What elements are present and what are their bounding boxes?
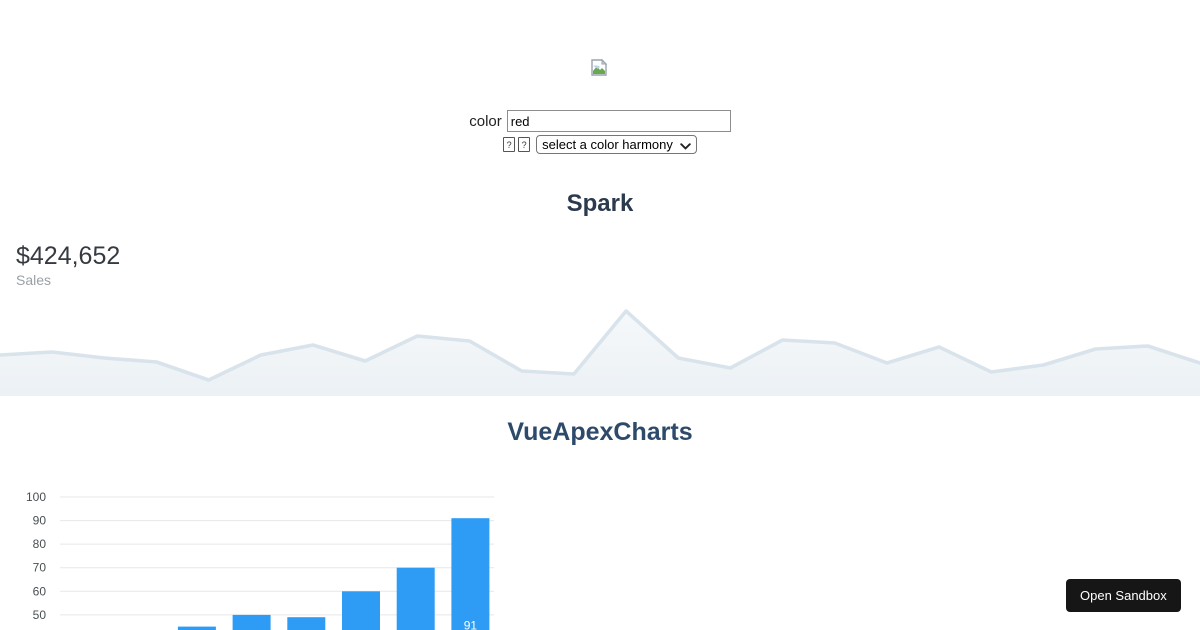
open-sandbox-button[interactable]: Open Sandbox	[1066, 579, 1181, 612]
svg-text:50: 50	[33, 608, 47, 622]
vueapexcharts-heading: VueApexCharts	[507, 418, 693, 446]
svg-text:100: 100	[26, 490, 46, 504]
chevron-down-icon	[680, 138, 691, 153]
color-harmony-select-value: select a color harmony	[542, 137, 673, 152]
missing-glyph-icon: ?	[503, 137, 516, 152]
missing-glyph-icon: ?	[518, 137, 531, 152]
spark-sales-value: $424,652	[16, 242, 121, 270]
color-harmony-select[interactable]: select a color harmony	[536, 135, 697, 154]
bar-chart: 100 90 80 70 60 50 3040455049607091	[26, 490, 494, 630]
color-input[interactable]	[506, 110, 731, 132]
svg-text:91: 91	[464, 619, 478, 630]
color-label: color	[469, 112, 502, 130]
spark-sales-subtitle: Sales	[16, 272, 52, 288]
broken-image-icon	[591, 58, 608, 76]
bar-chart-gridlines	[60, 496, 494, 616]
spark-heading: Spark	[566, 190, 634, 217]
svg-text:70: 70	[33, 561, 47, 575]
bar-chart-y-axis-labels: 100 90 80 70 60 50	[26, 490, 46, 622]
bar-chart-data-labels: 3040455049607091	[464, 619, 478, 630]
spark-area-chart	[0, 309, 1200, 396]
bar-chart-bars	[177, 518, 490, 630]
svg-text:80: 80	[33, 537, 47, 551]
svg-text:90: 90	[33, 514, 47, 528]
svg-text:60: 60	[33, 584, 47, 598]
color-input-row: color	[0, 110, 1200, 132]
harmony-select-row: ? ? select a color harmony	[0, 135, 1200, 154]
